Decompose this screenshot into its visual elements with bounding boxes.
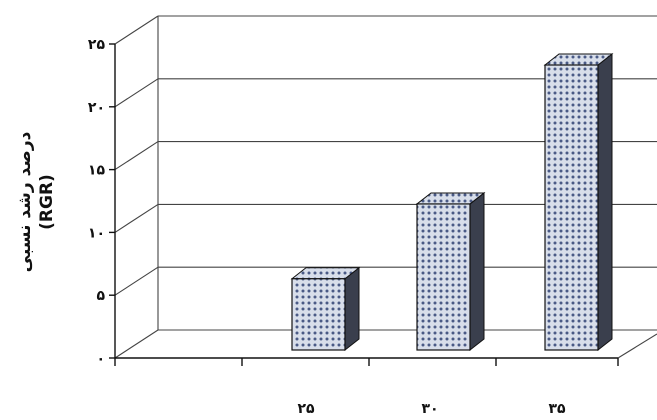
grid [114,15,657,359]
bar-side-1 [469,191,485,352]
x-tick-label-0: ۲۵ [297,401,315,417]
y-tick-label-2: ۱۰ [88,225,105,241]
y-tick-label-1: ۵ [96,288,105,304]
y-tick-label-4: ۲۰ [88,100,105,116]
bar-front-1 [416,203,471,351]
axes [109,43,657,366]
bar-front-2 [544,64,599,351]
bar-side-2 [597,52,613,352]
y-tick-label-3: ۱۵ [88,163,106,179]
y-axis-label-unit: (RGR) [37,174,57,230]
tick-labels: ۰ ۵ ۱۰ ۱۵ ۲۰ ۲۵ ۲۵ ۳۰ ۳۵ [88,37,566,417]
grid-connector-2 [114,203,159,233]
bars [290,52,614,352]
grid-connector-0 [114,329,159,359]
floor-right-edge [617,333,657,359]
y-tick-label-5: ۲۵ [88,37,106,53]
bar-2 [543,52,614,352]
x-tick-label-1: ۳۰ [421,401,438,417]
bar-0 [290,266,361,352]
grid-connector-4 [114,78,159,108]
grid-connector-1 [114,266,159,296]
bar-front-0 [291,278,346,351]
x-tick-label-2: ۳۵ [548,401,566,417]
bar-1 [415,191,486,352]
y-axis-title: درصد رشد نسبی (RGR) [15,131,57,272]
grid-connector-3 [114,141,159,171]
y-axis-label: درصد رشد نسبی [15,131,35,272]
y-tick-label-0: ۰ [96,351,105,367]
grid-connector-5 [114,15,159,45]
bar-side-0 [344,266,360,352]
